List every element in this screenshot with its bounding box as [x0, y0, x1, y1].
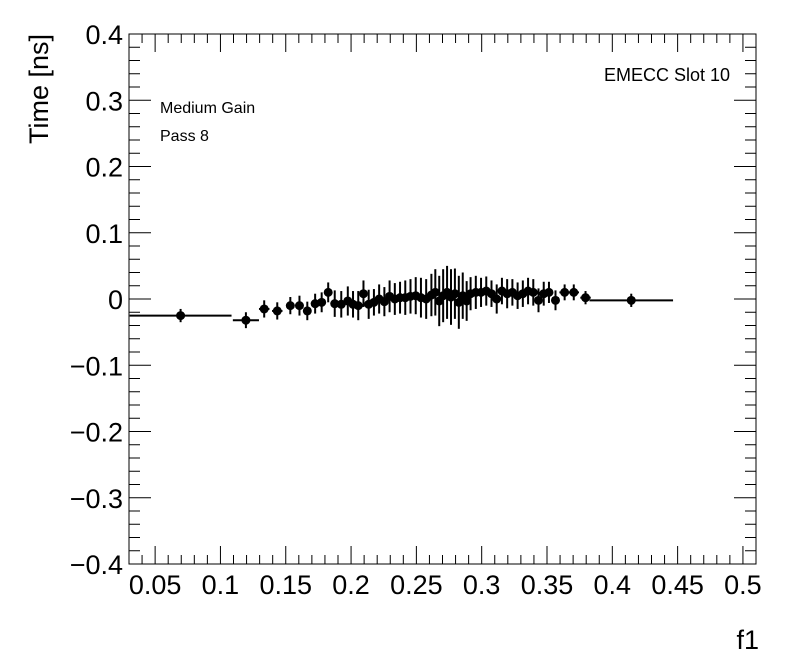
pass-label: Pass 8 — [160, 128, 209, 145]
data-point — [358, 289, 368, 299]
y-tick-label: 0.2 — [85, 153, 123, 183]
y-tick-label: −0.1 — [70, 351, 123, 381]
data-point — [241, 315, 251, 325]
data-point — [259, 304, 269, 314]
gain-label: Medium Gain — [160, 100, 255, 117]
y-axis-title: Time [ns] — [24, 34, 54, 144]
x-tick-label: 0.25 — [390, 570, 443, 600]
x-tick-label: 0.3 — [463, 570, 501, 600]
x-axis-title: f1 — [736, 625, 759, 655]
x-tick-label: 0.2 — [332, 570, 370, 600]
data-point — [544, 287, 554, 297]
axis-tick-labels: 0.05 0.1 0.15 0.2 0.25 0.3 0.35 0.4 0.45 0.5 −0.4 −… — [70, 20, 762, 600]
y-tick-label: 0.1 — [85, 219, 123, 249]
y-tick-label: 0.4 — [85, 20, 123, 50]
data-point — [626, 295, 636, 305]
data-point — [450, 289, 460, 299]
x-tick-label: 0.05 — [129, 570, 182, 600]
x-tick-label: 0.35 — [521, 570, 574, 600]
data-point — [317, 297, 327, 307]
data-point — [560, 287, 570, 297]
x-tick-label: 0.5 — [724, 570, 762, 600]
y-tick-label: 0 — [108, 285, 123, 315]
x-tick-label: 0.1 — [202, 570, 240, 600]
data-point — [492, 294, 502, 304]
slot-label: EMECC Slot 10 — [604, 65, 730, 85]
data-point — [430, 287, 440, 297]
x-tick-label: 0.45 — [651, 570, 704, 600]
data-point — [323, 287, 333, 297]
data-point — [462, 296, 472, 306]
data-point — [528, 287, 538, 297]
x-tick-label: 0.15 — [259, 570, 312, 600]
axis-ticks — [128, 33, 757, 565]
data-point — [302, 306, 312, 316]
data-point — [534, 295, 544, 305]
y-tick-label: −0.4 — [70, 550, 123, 580]
x-tick-label: 0.4 — [594, 570, 632, 600]
data-point — [285, 301, 295, 311]
data-point — [550, 295, 560, 305]
y-tick-label: 0.3 — [85, 86, 123, 116]
data-points — [176, 286, 636, 325]
data-point — [569, 287, 579, 297]
y-tick-label: −0.2 — [70, 418, 123, 448]
data-point — [272, 306, 282, 316]
data-point — [294, 301, 304, 311]
data-point — [454, 297, 464, 307]
y-tick-label: −0.3 — [70, 484, 123, 514]
data-point — [353, 301, 363, 311]
data-point — [176, 311, 186, 321]
data-point — [330, 299, 340, 309]
data-point — [581, 293, 591, 303]
